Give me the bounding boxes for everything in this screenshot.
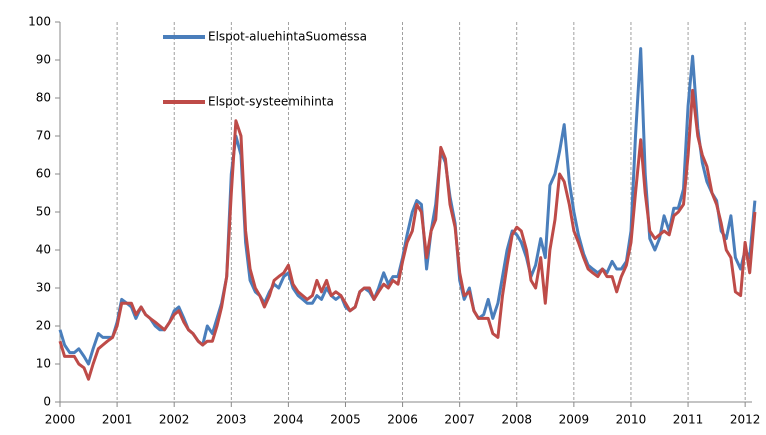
x-tick-label: 2004 [273,413,304,427]
y-tick-label: 60 [36,167,51,181]
y-tick-label: 10 [36,357,51,371]
x-tick-label: 2000 [45,413,76,427]
y-tick-label: 50 [36,205,51,219]
x-tick-label: 2009 [559,413,590,427]
x-tick-label: 2001 [102,413,133,427]
y-tick-label: 0 [43,395,51,409]
x-tick-label: 2012 [730,413,761,427]
line [58,88,757,381]
y-tick-label: 40 [36,243,51,257]
legend-label: Elspot-aluehintaSuomessa [208,30,367,44]
y-tick-label: 30 [36,281,51,295]
x-tick-label: 2002 [159,413,190,427]
y-tick-label: 100 [28,15,51,29]
y-tick-label: 90 [36,53,51,67]
y-tick-label: 80 [36,91,51,105]
x-tick-label: 2005 [330,413,361,427]
y-tick-label: 70 [36,129,51,143]
x-tick-label: 2007 [444,413,475,427]
y-tick-label: 20 [36,319,51,333]
x-tick-label: 2011 [673,413,704,427]
x-tick-label: 2010 [616,413,647,427]
x-tick-label: 2008 [501,413,532,427]
line [58,47,757,366]
x-tick-label: 2006 [387,413,418,427]
legend-label: Elspot-systeemihinta [208,95,334,109]
x-tick-label: 2003 [216,413,247,427]
